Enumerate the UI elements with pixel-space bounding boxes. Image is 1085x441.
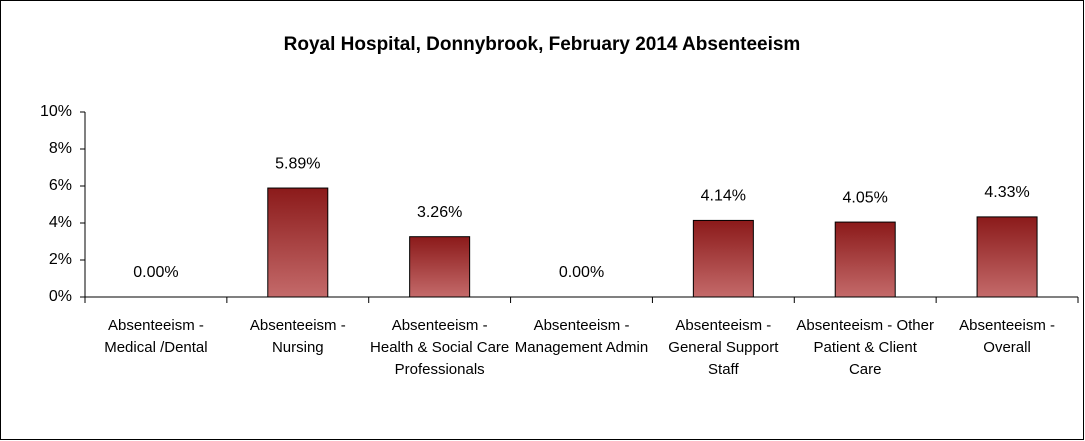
x-tick-label: Absenteeism - Nursing: [249, 317, 346, 356]
x-tick-label: Absenteeism - Medical /Dental: [104, 317, 208, 356]
bar: [267, 187, 329, 298]
data-label: 0.00%: [559, 264, 604, 281]
data-label: 5.89%: [275, 155, 320, 172]
bar: [976, 216, 1038, 298]
data-label: 3.26%: [417, 204, 462, 221]
y-tick-label: 4%: [49, 214, 72, 231]
bar: [834, 221, 896, 298]
x-tick-label: Absenteeism - Overall: [959, 317, 1055, 356]
x-tick-label: Absenteeism - Other Patient & Client Car…: [796, 317, 934, 378]
bar: [692, 219, 754, 298]
data-label: 4.14%: [701, 188, 746, 205]
x-tick-label: Absenteeism - General Support Staff: [668, 317, 779, 378]
data-label: 4.05%: [843, 189, 888, 206]
y-tick-label: 6%: [49, 177, 72, 194]
y-tick-label: 8%: [49, 140, 72, 157]
x-tick-label: Absenteeism - Management Admin: [514, 317, 649, 356]
chart-title: Royal Hospital, Donnybrook, February 201…: [284, 34, 801, 55]
y-tick-label: 2%: [49, 251, 72, 268]
x-tick-label: Absenteeism - Health & Social Care Profe…: [370, 317, 510, 378]
data-label: 0.00%: [133, 264, 178, 281]
data-label: 4.33%: [984, 184, 1029, 201]
bar: [409, 236, 471, 298]
y-tick-label: 0%: [49, 288, 72, 305]
y-tick-label: 10%: [40, 103, 72, 120]
